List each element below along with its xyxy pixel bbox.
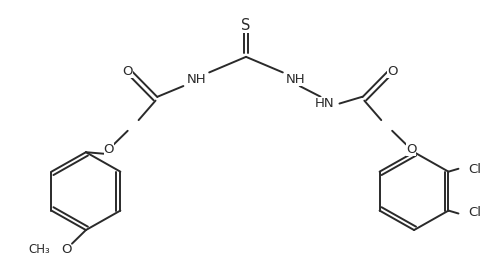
Text: NH: NH <box>186 73 206 86</box>
Text: O: O <box>387 65 397 78</box>
Text: O: O <box>104 143 114 156</box>
Text: Cl: Cl <box>468 163 481 176</box>
Text: S: S <box>241 18 250 33</box>
Text: O: O <box>61 243 71 256</box>
Text: HN: HN <box>315 97 334 110</box>
Text: Cl: Cl <box>468 206 481 219</box>
Text: O: O <box>122 65 133 78</box>
Text: O: O <box>406 143 416 156</box>
Text: NH: NH <box>286 73 306 86</box>
Text: CH₃: CH₃ <box>29 243 50 256</box>
